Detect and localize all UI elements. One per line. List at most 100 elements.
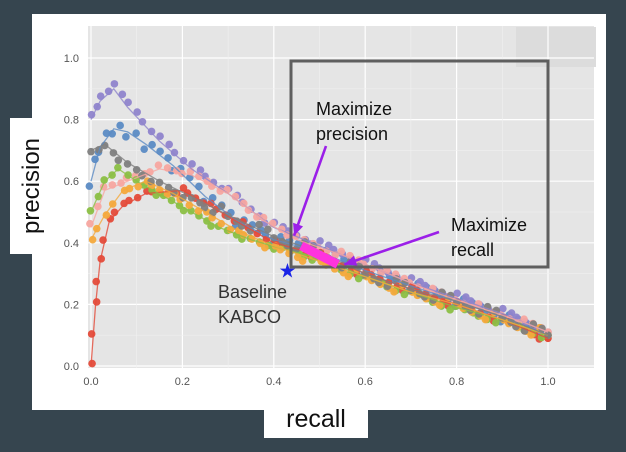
annotation-recall-line1: Maximize — [451, 215, 527, 235]
y-axis-label-box: precision — [10, 118, 54, 254]
scatter-point — [122, 133, 130, 141]
baseline-label-line2: KABCO — [218, 307, 281, 327]
scatter-point — [188, 160, 196, 168]
scatter-point — [240, 199, 248, 208]
y-tick-label: 0.8 — [64, 115, 79, 127]
scatter-point — [104, 87, 113, 96]
scatter-point — [324, 241, 333, 250]
annotation-precision-line1: Maximize — [316, 99, 392, 119]
scatter-point — [164, 183, 173, 192]
scatter-point — [147, 177, 155, 186]
scatter-point — [344, 272, 353, 281]
scatter-point — [252, 213, 261, 221]
scatter-point — [298, 257, 307, 265]
scatter-point — [148, 140, 156, 149]
arrow-precision-head — [293, 222, 304, 236]
scatter-point — [156, 132, 164, 141]
scatter-point — [179, 156, 188, 165]
arrow-precision-shaft — [292, 145, 328, 237]
scatter-point — [102, 129, 111, 137]
scatter-point — [133, 108, 142, 116]
scatter-point — [118, 90, 127, 99]
scatter-point — [209, 208, 217, 217]
scatter-point — [138, 117, 147, 126]
scatter-point — [92, 298, 101, 306]
scatter-point — [100, 176, 108, 184]
scatter-point — [481, 315, 490, 324]
scatter-point — [527, 331, 535, 339]
scatter-point — [446, 306, 454, 314]
scatter-point — [196, 166, 205, 174]
scatter-point — [491, 318, 500, 327]
scatter-point — [507, 309, 516, 317]
scatter-point — [200, 203, 209, 212]
scatter-point — [400, 290, 409, 299]
baseline-label-line1: Baseline — [218, 282, 287, 302]
scatter-point — [87, 330, 96, 338]
scatter-point — [390, 288, 398, 296]
y-axis-label: precision — [18, 137, 45, 235]
scatter-point — [116, 121, 124, 130]
x-tick-label: 0.4 — [266, 376, 281, 388]
scatter-point — [316, 237, 324, 245]
x-tick-label: 1.0 — [540, 376, 555, 388]
scatter-point — [123, 160, 132, 168]
scatter-point — [124, 98, 132, 107]
scatter-point — [165, 140, 173, 149]
scatter-point — [354, 274, 363, 283]
scatter-point — [170, 148, 179, 157]
series-line — [90, 168, 549, 336]
y-tick-label: 0.0 — [64, 361, 79, 373]
scatter-point — [499, 304, 507, 313]
scatter-point — [164, 154, 172, 162]
scatter-point — [87, 110, 96, 119]
scatter-point — [154, 161, 163, 169]
series-lines — [90, 87, 549, 367]
x-axis-label: recall — [264, 402, 368, 438]
scatter-point — [217, 202, 226, 211]
scatter-point — [435, 301, 444, 310]
scatter-point — [147, 127, 156, 136]
scatter-point — [88, 235, 97, 244]
scatter-point — [102, 211, 111, 219]
scatter-point — [140, 145, 148, 153]
series-line — [90, 189, 549, 367]
annotation-recall-line2: recall — [451, 240, 494, 260]
arrow-recall-shaft — [343, 230, 440, 266]
scatter-point — [537, 333, 546, 342]
series-line — [90, 143, 549, 336]
scatter-point — [85, 182, 94, 190]
scatter-point — [255, 220, 263, 229]
y-tick-label: 0.4 — [64, 238, 79, 250]
scatter-point — [132, 166, 141, 174]
scatter-point — [203, 177, 212, 185]
scatter-point — [114, 156, 123, 165]
series-line — [90, 180, 549, 336]
x-tick-label: 0.2 — [175, 376, 190, 388]
scatter-point — [195, 182, 203, 191]
x-tick-label: 0.8 — [449, 376, 464, 388]
scatter-point — [109, 149, 118, 157]
scatter-point — [264, 225, 272, 234]
baseline-star-icon: ★ — [279, 259, 297, 283]
y-tick-label: 1.0 — [64, 53, 79, 65]
scatter-point — [453, 289, 461, 298]
x-tick-label: 0.6 — [358, 376, 373, 388]
improvement-region-box — [289, 59, 550, 269]
scatter-point — [132, 129, 140, 137]
scatter-point — [108, 129, 117, 138]
y-tick-label: 0.2 — [64, 299, 79, 311]
scatter-point — [88, 359, 96, 368]
annotation-arrows — [292, 145, 440, 266]
y-tick-labels: 0.0 0.2 0.4 0.6 0.8 1.0 — [64, 53, 79, 373]
highlight-segment — [299, 241, 340, 269]
x-tick-label: 0.0 — [83, 376, 98, 388]
scatter-point — [231, 192, 240, 201]
scatter-point — [244, 206, 253, 214]
x-tick-labels: 0.0 0.2 0.4 0.6 0.8 1.0 — [83, 376, 555, 388]
scatter-point — [261, 243, 269, 252]
y-tick-label: 0.6 — [64, 176, 79, 188]
pr-curve-chart: 0.00.20.40.60.81.0 0.0 0.2 0.4 0.6 0.8 1.0 ★ … — [64, 26, 596, 388]
annotation-precision-line2: precision — [316, 124, 388, 144]
scatter-point — [125, 196, 133, 205]
